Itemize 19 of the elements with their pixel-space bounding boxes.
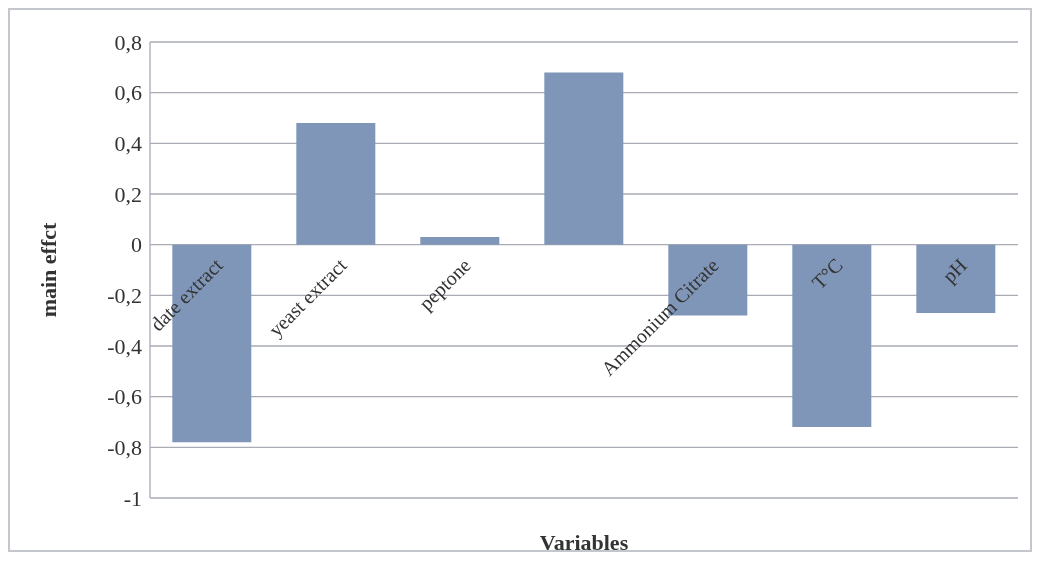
- y-tick-label: 0,2: [114, 181, 142, 207]
- y-tick-label: 0: [131, 232, 142, 258]
- y-tick-label: -0,2: [107, 283, 142, 309]
- x-tick-label: pH: [937, 253, 972, 288]
- y-tick-label: -0,6: [107, 384, 142, 410]
- y-tick-label: -0,4: [107, 333, 142, 359]
- bar: [792, 244, 872, 428]
- y-tick-label: 0,4: [114, 131, 142, 157]
- bar: [544, 72, 624, 245]
- y-tick-label: -1: [123, 485, 142, 511]
- bar: [420, 237, 500, 245]
- x-tick-label: T°C: [807, 253, 847, 294]
- y-tick-label: 0,8: [114, 29, 142, 55]
- y-tick-label: -0,8: [107, 435, 142, 461]
- bar: [916, 244, 996, 314]
- y-axis-title: main effct: [35, 221, 61, 318]
- x-axis-title: Variables: [539, 530, 629, 555]
- y-tick-label: 0,6: [114, 80, 142, 106]
- bar: [296, 123, 376, 245]
